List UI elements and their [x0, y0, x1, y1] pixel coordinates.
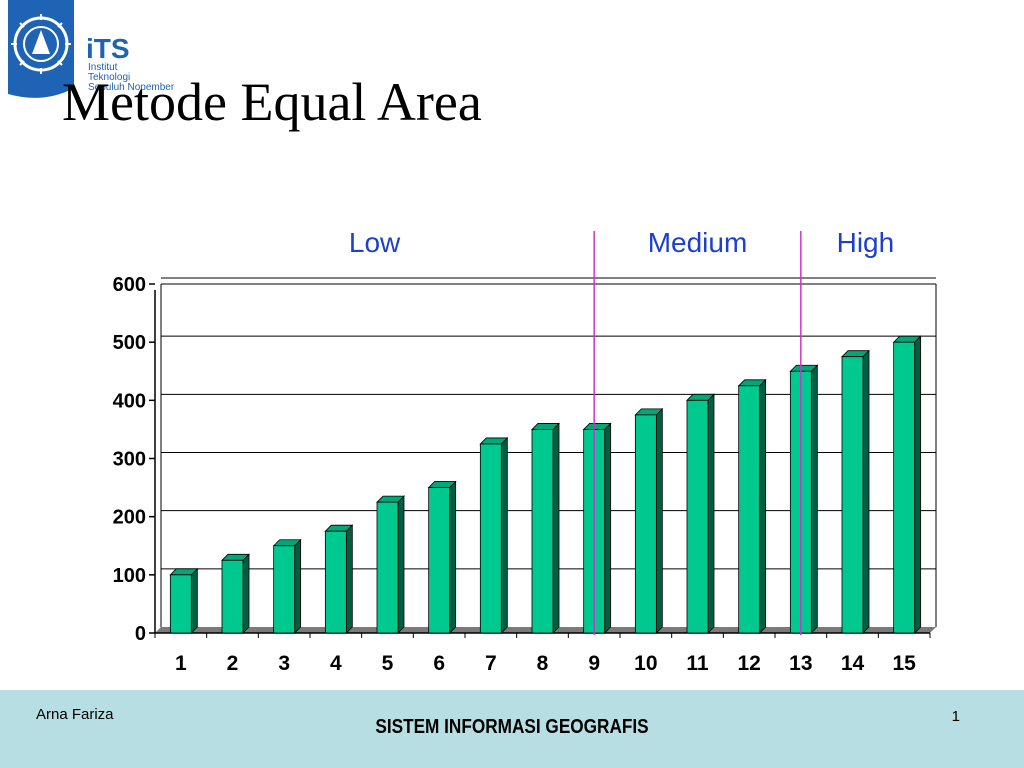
bar-side — [552, 422, 560, 634]
y-tick-label: 0 — [135, 623, 146, 645]
logo-line-2: Teknologi — [88, 72, 130, 83]
bar — [841, 356, 864, 634]
y-tick-label: 500 — [113, 332, 146, 354]
x-tick-label: 4 — [330, 652, 342, 675]
logo-line-3: Sepuluh Nopember — [88, 82, 175, 93]
bar — [634, 414, 657, 634]
bar — [531, 429, 554, 634]
y-tick-label: 100 — [113, 565, 146, 587]
x-tick-label: 11 — [686, 652, 709, 675]
bar — [324, 530, 347, 634]
x-tick-label: 9 — [588, 652, 600, 675]
bar-side — [500, 436, 508, 634]
slide-title: Metode Equal Area — [62, 72, 482, 132]
footer-bar: Arna Fariza SISTEM INFORMASI GEOGRAFIS 1 — [0, 690, 1024, 768]
bar-side — [862, 349, 870, 634]
x-tick-label: 12 — [737, 652, 760, 675]
x-tick-label: 13 — [789, 652, 812, 675]
footer-author: Arna Fariza — [36, 706, 114, 723]
bar-side — [397, 495, 405, 634]
bar — [893, 341, 916, 634]
y-tick-label: 400 — [113, 390, 146, 412]
bar-side — [707, 393, 715, 634]
bar-side — [759, 378, 767, 634]
x-tick-label: 3 — [278, 652, 290, 675]
class-label-high: High — [837, 227, 895, 258]
y-tick-label: 300 — [113, 449, 146, 471]
x-tick-label: 7 — [485, 652, 497, 675]
x-tick-label: 15 — [892, 652, 916, 675]
bar-side — [914, 335, 922, 634]
x-tick-label: 6 — [433, 652, 445, 675]
bar-side — [810, 364, 818, 634]
page-number: 1 — [951, 708, 960, 725]
bar-side — [655, 407, 663, 634]
bar-side — [294, 538, 302, 634]
bar — [479, 443, 502, 634]
logo-line-1: Institut — [88, 62, 118, 73]
x-tick-label: 10 — [634, 652, 657, 675]
x-tick-label: 14 — [841, 652, 865, 675]
bar-side — [604, 422, 612, 634]
bar-side — [449, 480, 457, 634]
bar — [376, 501, 399, 634]
y-tick-label: 600 — [113, 274, 146, 296]
bar — [428, 487, 451, 634]
bar-side — [190, 567, 198, 634]
bar — [738, 385, 761, 634]
class-label-medium: Medium — [648, 227, 748, 258]
x-tick-label: 5 — [382, 652, 394, 675]
x-tick-label: 2 — [227, 652, 239, 675]
y-tick-label: 200 — [113, 507, 146, 529]
x-tick-label: 1 — [175, 652, 187, 675]
footer-course: SISTEM INFORMASI GEOGRAFIS — [375, 716, 649, 738]
logo-abbr: iTS — [86, 33, 130, 64]
bar — [221, 559, 244, 634]
bar — [686, 399, 709, 634]
bar — [273, 545, 296, 634]
bar — [169, 574, 192, 634]
bar-side — [242, 553, 250, 634]
class-label-low: Low — [349, 227, 401, 258]
its-logo: iTS Institut Teknologi Sepuluh Nopember — [8, 0, 198, 104]
x-tick-label: 8 — [537, 652, 549, 675]
bar-side — [345, 524, 353, 634]
